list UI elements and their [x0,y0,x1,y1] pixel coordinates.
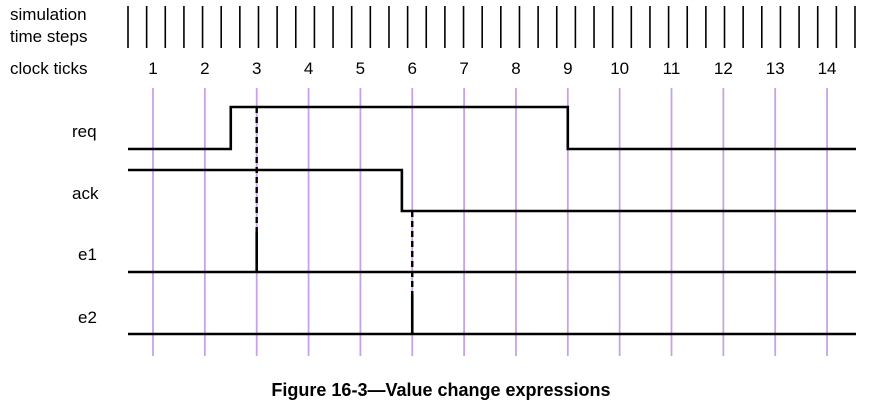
clock-tick-label: 1 [148,59,157,78]
clock-tick-label: 11 [663,59,681,78]
clock-tick-label: 13 [766,59,785,78]
waveform-ack [128,168,856,213]
clock-tick-label: 8 [511,59,520,78]
clock-tick-label: 3 [252,59,261,78]
signal-waveforms [128,105,856,336]
clock-tick-label: 6 [408,59,417,78]
clock-tick-label: 12 [714,59,733,78]
clock-tick-label: 7 [459,59,468,78]
clock-tick-labels: 1 2 3 4 5 6 7 8 9 10 11 12 13 14 [148,59,836,78]
clock-tick-lines [152,88,828,356]
clock-ticks-label: clock ticks [10,59,87,78]
clock-tick-label: 9 [563,59,572,78]
clock-tick-label: 10 [610,59,629,78]
figure-caption: Figure 16-3—Value change expressions [271,380,610,400]
signal-label-req: req [72,122,97,141]
simulation-label-line1: simulation [10,5,87,24]
clock-tick-label: 4 [304,59,313,78]
waveform-req [128,105,856,151]
signal-label-e2: e2 [78,308,97,327]
clock-tick-label: 2 [200,59,209,78]
simulation-label-line2: time steps [10,27,87,46]
signal-label-ack: ack [72,184,99,203]
clock-tick-label: 5 [356,59,365,78]
event-markers [255,107,414,294]
signal-label-e1: e1 [78,245,97,264]
clock-tick-label: 14 [818,59,837,78]
simulation-time-steps [127,6,856,48]
